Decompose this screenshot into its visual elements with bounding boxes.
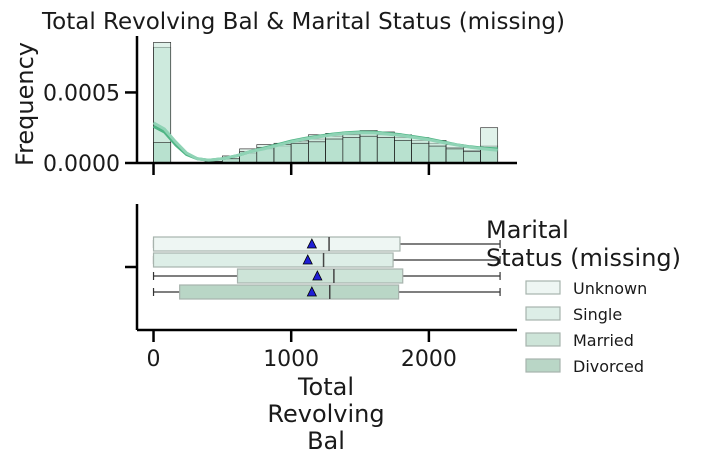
y-tick-label: 0.0005 — [43, 81, 120, 106]
legend-label: Married — [573, 331, 634, 350]
legend-item-single: Single — [525, 305, 622, 324]
legend-item-unknown: Unknown — [525, 279, 647, 298]
kde-line — [152, 121, 498, 162]
histogram-bar — [411, 142, 430, 164]
boxplot-panel: 0 1000 2000 Total Revolving Bal — [125, 204, 517, 455]
legend-swatch — [525, 306, 561, 321]
legend-title-line: Status (missing) — [486, 244, 681, 272]
histogram-bars — [153, 42, 499, 164]
chart-title: Total Revolving Bal & Marital Status (mi… — [41, 9, 565, 35]
legend-item-married: Married — [525, 331, 634, 350]
legend-item-divorced: Divorced — [525, 357, 644, 376]
histogram-x-ticks — [152, 163, 431, 175]
box-married — [152, 268, 501, 284]
histogram-bar — [376, 137, 395, 164]
histogram-bar — [273, 144, 292, 164]
histogram-y-label: Frequency — [11, 42, 39, 166]
box-unknown — [152, 236, 501, 252]
legend-title: Marital Status (missing) — [486, 216, 681, 272]
histogram-bar — [153, 142, 172, 164]
boxplot-boxes — [152, 236, 501, 300]
kde-curves — [152, 121, 498, 162]
y-tick-label: 0.0000 — [43, 152, 120, 177]
legend-label: Single — [573, 305, 622, 324]
legend: Marital Status (missing) Unknown Single Mar… — [486, 216, 681, 376]
x-label-line: Revolving — [267, 400, 384, 428]
box-iqr — [152, 236, 401, 252]
box-single — [152, 252, 501, 268]
legend-swatch — [525, 280, 561, 295]
x-tick-label: 0 — [147, 347, 161, 372]
legend-swatch — [525, 332, 561, 347]
legend-items: Unknown Single Married Divorced — [525, 279, 647, 376]
histogram-bar — [308, 141, 326, 164]
histogram-y-ticks: 0.0000 0.0005 — [43, 81, 137, 177]
mean-marker — [302, 254, 313, 265]
x-axis-label: Total Revolving Bal — [267, 373, 384, 455]
legend-swatch — [525, 358, 561, 373]
histogram-bar — [290, 142, 309, 164]
box-iqr — [179, 284, 400, 300]
x-tick-label: 2000 — [401, 347, 457, 372]
legend-label: Unknown — [573, 279, 647, 298]
histogram-panel: 0.0000 0.0005 Frequency — [11, 36, 517, 177]
box-divorced — [152, 284, 501, 300]
histogram-bar — [463, 151, 481, 164]
histogram-bar — [394, 140, 412, 164]
box-iqr — [152, 252, 394, 268]
mean-marker — [306, 286, 318, 297]
x-tick-label: 1000 — [263, 347, 319, 372]
legend-title-line: Marital — [486, 216, 569, 244]
histogram-bar — [342, 137, 361, 164]
histogram-bar — [445, 148, 464, 164]
legend-label: Divorced — [573, 357, 644, 376]
histogram-bar — [359, 135, 378, 164]
x-label-line: Bal — [307, 427, 345, 455]
histogram-bar — [428, 145, 447, 164]
x-label-line: Total — [297, 373, 354, 401]
histogram-bar — [325, 138, 344, 164]
mean-marker — [312, 270, 323, 281]
mean-marker — [306, 238, 318, 249]
boxplot-x-ticks: 0 1000 2000 — [147, 330, 457, 372]
